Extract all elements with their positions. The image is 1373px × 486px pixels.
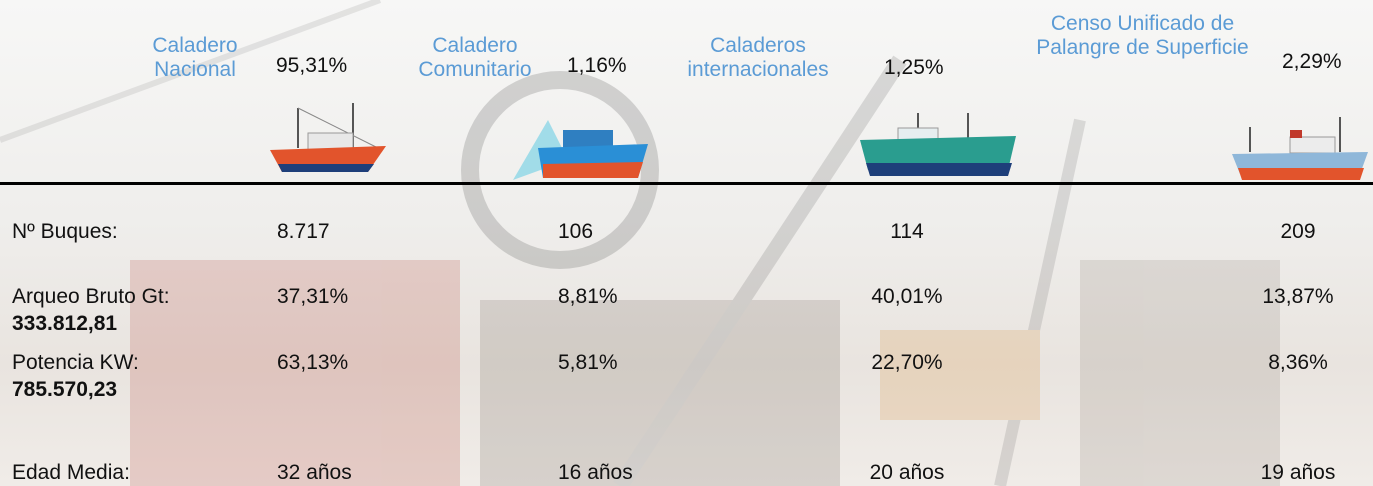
cell-value: 16 años <box>558 461 633 484</box>
boat-icon <box>860 113 1016 176</box>
cell-value: 63,13% <box>277 351 349 374</box>
cell-value: 32 años <box>277 461 352 484</box>
row-label: Nº Buques: <box>12 220 118 243</box>
column-share: 2,29% <box>1282 50 1342 73</box>
column-title: Censo Unificado de Palangre de Superfici… <box>1036 12 1249 59</box>
row-label: Arqueo Bruto Gt: <box>12 285 170 308</box>
boat-icon <box>270 103 386 172</box>
cell-value: 106 <box>558 220 594 243</box>
row-label: Edad Media: <box>12 461 130 484</box>
divider <box>0 182 1373 185</box>
cell-value: 22,70% <box>871 351 943 374</box>
cell-value: 5,81% <box>558 351 618 374</box>
cell-value: 8,81% <box>558 285 618 308</box>
boat-icon <box>1232 117 1368 180</box>
column-title: Caladeros internacionales <box>687 34 829 81</box>
row-total: 333.812,81 <box>12 312 118 335</box>
boat-icon <box>513 120 648 180</box>
cell-value: 20 años <box>869 461 945 484</box>
column-share: 1,25% <box>884 56 944 79</box>
row-total: 785.570,23 <box>12 378 118 401</box>
row-label: Potencia KW: <box>12 351 139 374</box>
column-title: Caladero Nacional <box>152 34 238 81</box>
cell-value: 40,01% <box>871 285 943 308</box>
cell-value: 209 <box>1280 220 1316 243</box>
column-title: Caladero Comunitario <box>418 34 532 81</box>
cell-value: 13,87% <box>1262 285 1334 308</box>
column-share: 1,16% <box>567 54 627 77</box>
cell-value: 37,31% <box>277 285 349 308</box>
cell-value: 8,36% <box>1268 351 1328 374</box>
cell-value: 19 años <box>1260 461 1336 484</box>
cell-value: 114 <box>890 220 924 243</box>
column-share: 95,31% <box>276 54 348 77</box>
cell-value: 8.717 <box>277 220 330 243</box>
